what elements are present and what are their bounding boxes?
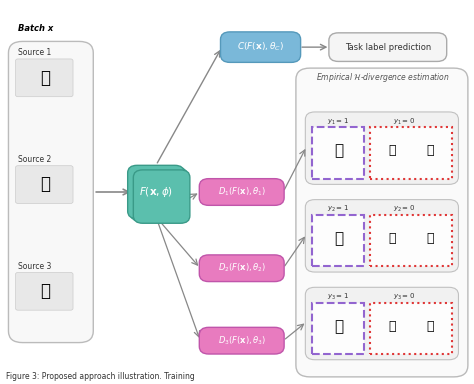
FancyBboxPatch shape: [305, 200, 458, 272]
FancyBboxPatch shape: [370, 127, 452, 179]
FancyBboxPatch shape: [370, 215, 452, 266]
FancyBboxPatch shape: [128, 166, 184, 218]
Text: $y_2 = 1$: $y_2 = 1$: [328, 204, 349, 214]
FancyBboxPatch shape: [9, 41, 93, 343]
Text: 🐶: 🐶: [40, 69, 50, 87]
Text: 🐻: 🐻: [427, 320, 434, 333]
FancyBboxPatch shape: [199, 179, 284, 205]
Text: 🐻: 🐻: [427, 144, 434, 157]
Text: 🐕: 🐕: [389, 144, 396, 157]
FancyBboxPatch shape: [312, 303, 364, 354]
Text: 🐻: 🐻: [40, 175, 50, 194]
Text: $y_1 = 0$: $y_1 = 0$: [393, 116, 415, 127]
Text: 🐕: 🐕: [389, 320, 396, 333]
FancyBboxPatch shape: [305, 112, 458, 184]
Text: Source 3: Source 3: [18, 262, 51, 271]
Text: 🐶: 🐶: [334, 143, 343, 158]
FancyBboxPatch shape: [329, 33, 447, 61]
Text: $D_1(F(\mathbf{x}), \theta_1)$: $D_1(F(\mathbf{x}), \theta_1)$: [218, 186, 266, 198]
Text: 🐕: 🐕: [40, 282, 50, 300]
FancyBboxPatch shape: [370, 303, 452, 354]
FancyBboxPatch shape: [16, 166, 73, 204]
FancyBboxPatch shape: [199, 327, 284, 354]
FancyBboxPatch shape: [16, 272, 73, 310]
Text: $F(\mathbf{x}, \phi)$: $F(\mathbf{x}, \phi)$: [139, 185, 173, 199]
Text: Figure 3: Proposed approach illustration. Training: Figure 3: Proposed approach illustration…: [6, 372, 195, 381]
Text: Source 2: Source 2: [18, 155, 51, 164]
FancyBboxPatch shape: [296, 68, 468, 377]
Text: 🐶: 🐶: [334, 231, 343, 246]
Text: 🐶: 🐶: [334, 319, 343, 334]
Text: 🐻: 🐻: [427, 232, 434, 245]
Text: Empirical $\mathcal{H}$-divergence estimation: Empirical $\mathcal{H}$-divergence estim…: [316, 71, 450, 84]
FancyBboxPatch shape: [312, 215, 364, 266]
FancyBboxPatch shape: [220, 32, 301, 62]
FancyBboxPatch shape: [130, 167, 187, 221]
Text: $C(F(\mathbf{x}), \theta_C)$: $C(F(\mathbf{x}), \theta_C)$: [237, 41, 284, 53]
Text: Task label prediction: Task label prediction: [345, 43, 431, 51]
Text: $D_3(F(\mathbf{x}), \theta_3)$: $D_3(F(\mathbf{x}), \theta_3)$: [218, 334, 266, 347]
FancyBboxPatch shape: [16, 59, 73, 97]
FancyBboxPatch shape: [133, 170, 190, 223]
FancyBboxPatch shape: [305, 287, 458, 360]
FancyBboxPatch shape: [199, 255, 284, 281]
Text: 🐕: 🐕: [389, 232, 396, 245]
Text: $y_3 = 0$: $y_3 = 0$: [393, 292, 415, 302]
Text: Source 1: Source 1: [18, 48, 51, 57]
Text: $y_2 = 0$: $y_2 = 0$: [393, 204, 415, 214]
Text: $y_3 = 1$: $y_3 = 1$: [328, 292, 349, 302]
Text: $D_2(F(\mathbf{x}), \theta_2)$: $D_2(F(\mathbf{x}), \theta_2)$: [218, 262, 266, 275]
Text: $y_1 = 1$: $y_1 = 1$: [328, 116, 349, 127]
Text: Batch x: Batch x: [18, 23, 53, 33]
FancyBboxPatch shape: [312, 127, 364, 179]
